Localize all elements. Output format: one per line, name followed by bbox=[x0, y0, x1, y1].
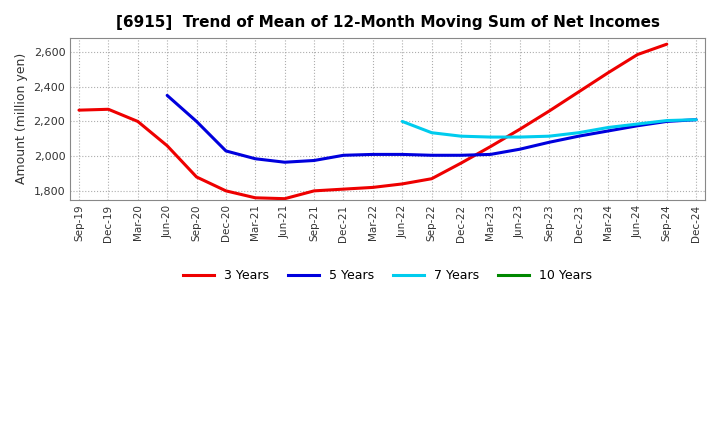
Legend: 3 Years, 5 Years, 7 Years, 10 Years: 3 Years, 5 Years, 7 Years, 10 Years bbox=[178, 264, 598, 287]
Title: [6915]  Trend of Mean of 12-Month Moving Sum of Net Incomes: [6915] Trend of Mean of 12-Month Moving … bbox=[116, 15, 660, 30]
Y-axis label: Amount (million yen): Amount (million yen) bbox=[15, 53, 28, 184]
